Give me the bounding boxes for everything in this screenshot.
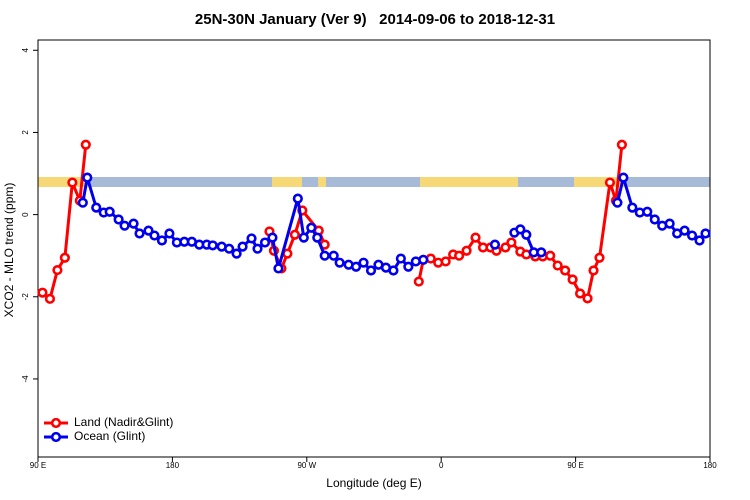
data-point bbox=[694, 235, 705, 246]
legend-marker bbox=[50, 417, 62, 429]
data-point bbox=[388, 265, 399, 276]
data-point bbox=[536, 247, 547, 258]
y-tick-label: 2 bbox=[21, 130, 30, 135]
data-point bbox=[104, 206, 115, 217]
data-point bbox=[292, 193, 303, 204]
data-point bbox=[334, 257, 345, 268]
data-point bbox=[403, 261, 414, 272]
x-tick-label: 90 E bbox=[30, 461, 46, 470]
data-point bbox=[454, 250, 465, 261]
data-point bbox=[506, 237, 517, 248]
data-point bbox=[207, 240, 218, 251]
data-point bbox=[319, 250, 330, 261]
data-point bbox=[134, 228, 145, 239]
data-point bbox=[594, 252, 605, 263]
data-point bbox=[246, 233, 257, 244]
data-point bbox=[164, 228, 175, 239]
y-axis-label: XCO2 - MLO trend (ppm) bbox=[2, 183, 16, 318]
legend-marker bbox=[50, 431, 62, 443]
data-point bbox=[552, 260, 563, 271]
data-point bbox=[418, 254, 429, 265]
data-point bbox=[604, 177, 616, 188]
y-tick-label: 4 bbox=[21, 47, 30, 52]
data-point bbox=[489, 239, 501, 250]
data-point bbox=[273, 263, 284, 274]
ocean-strip bbox=[38, 177, 710, 187]
data-point bbox=[119, 220, 130, 231]
data-point bbox=[231, 248, 242, 259]
data-point bbox=[515, 224, 526, 235]
data-point bbox=[113, 214, 124, 225]
data-point bbox=[365, 265, 377, 276]
data-point bbox=[289, 229, 300, 240]
data-point bbox=[627, 202, 638, 213]
data-point bbox=[82, 172, 93, 183]
data-point bbox=[328, 250, 339, 261]
x-tick-label: 90 E bbox=[567, 461, 583, 470]
x-axis-label: Longitude (deg E) bbox=[326, 476, 421, 490]
data-point bbox=[91, 202, 102, 213]
data-point bbox=[588, 265, 599, 276]
data-point bbox=[618, 172, 629, 183]
data-point bbox=[521, 229, 532, 240]
data-point bbox=[59, 252, 70, 263]
data-point bbox=[642, 206, 653, 217]
data-point bbox=[312, 232, 323, 243]
data-point bbox=[267, 232, 278, 243]
data-point bbox=[567, 274, 578, 285]
legend-label: Ocean (Glint) bbox=[74, 429, 145, 443]
data-point bbox=[259, 237, 271, 248]
data-point bbox=[574, 288, 586, 299]
x-tick-label: 180 bbox=[703, 461, 717, 470]
data-point bbox=[80, 139, 91, 150]
data-point bbox=[52, 264, 63, 276]
data-point bbox=[664, 218, 675, 229]
land-strip bbox=[318, 177, 326, 187]
data-point bbox=[545, 250, 556, 261]
data-point bbox=[350, 261, 362, 272]
data-point bbox=[612, 197, 623, 208]
x-tick-label: 0 bbox=[439, 461, 444, 470]
data-point bbox=[616, 139, 627, 150]
data-point bbox=[649, 214, 660, 225]
data-point bbox=[679, 225, 690, 236]
x-tick-label: 180 bbox=[166, 461, 180, 470]
data-point bbox=[582, 293, 593, 304]
y-tick-label: 0 bbox=[21, 212, 30, 217]
data-point bbox=[358, 257, 369, 268]
land-strip bbox=[38, 177, 88, 187]
land-strip bbox=[420, 177, 518, 187]
data-point bbox=[686, 230, 698, 241]
data-point bbox=[461, 245, 472, 256]
plot-frame bbox=[37, 39, 711, 458]
y-tick-label: -4 bbox=[21, 375, 30, 383]
data-point bbox=[470, 232, 481, 243]
data-point bbox=[395, 253, 406, 264]
surface-strip bbox=[38, 177, 710, 187]
legend-label: Land (Nadir&Glint) bbox=[74, 415, 173, 429]
land-strip bbox=[272, 177, 302, 187]
data-point bbox=[700, 228, 711, 239]
data-point bbox=[77, 197, 88, 208]
y-tick-label: -2 bbox=[21, 293, 30, 301]
data-point bbox=[252, 243, 263, 254]
chart-title: 25N-30N January (Ver 9) 2014-09-06 to 20… bbox=[195, 11, 555, 28]
data-point bbox=[413, 276, 424, 287]
data-point bbox=[156, 235, 168, 246]
data-point bbox=[44, 293, 56, 304]
data-point bbox=[560, 265, 571, 276]
x-tick-label: 90 W bbox=[297, 461, 316, 470]
data-point bbox=[149, 230, 160, 241]
data-point bbox=[237, 241, 248, 252]
data-point bbox=[298, 232, 309, 243]
data-point bbox=[37, 287, 48, 298]
data-point bbox=[128, 218, 139, 229]
land-strip bbox=[574, 177, 624, 187]
data-point bbox=[224, 243, 235, 254]
data-point bbox=[440, 256, 451, 267]
data-point bbox=[306, 222, 317, 233]
data-point bbox=[67, 177, 78, 188]
